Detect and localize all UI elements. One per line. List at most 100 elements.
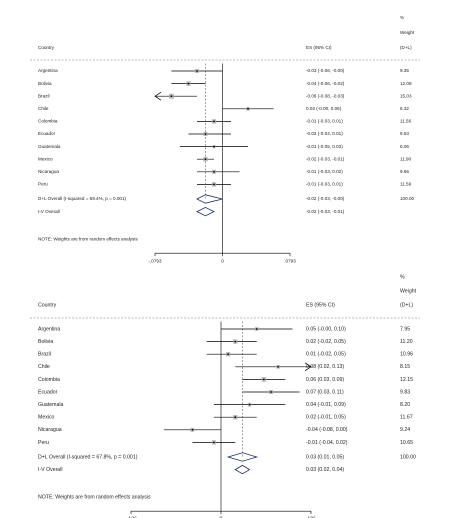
study-label: Chile xyxy=(38,106,49,111)
header-weight: Weight xyxy=(400,30,415,35)
overall-weight: 100.00 xyxy=(400,454,416,460)
ci-arrow xyxy=(304,362,312,372)
point-estimate xyxy=(234,416,237,419)
effect-label: -0.02 (-0.03, -0.01) xyxy=(306,156,345,161)
weight-label: 10.65 xyxy=(400,440,413,446)
header-method: (D+L) xyxy=(400,302,413,308)
effect-label: 0.05 (-0.00, 0.10) xyxy=(306,326,346,332)
point-estimate xyxy=(212,441,215,444)
point-estimate xyxy=(277,365,280,368)
effect-label: 0.04 (-0.01, 0.09) xyxy=(306,402,346,408)
x-tick-label: .126 xyxy=(306,517,316,518)
study-label: Guatemala xyxy=(38,402,63,408)
weight-label: 11.56 xyxy=(400,119,412,124)
point-estimate xyxy=(191,428,194,431)
weight-label: 12.15 xyxy=(400,377,413,383)
study-label: Peru xyxy=(38,182,48,187)
effect-label: 0.03 (-0.00, 0.06) xyxy=(306,106,342,111)
point-estimate xyxy=(262,378,265,381)
effect-label: -0.02 (-0.04, 0.01) xyxy=(306,131,343,136)
effect-label: -0.01 (-0.03, 0.01) xyxy=(306,182,343,187)
effect-label: 0.08 (0.02, 0.13) xyxy=(306,364,344,370)
study-label: Mexico xyxy=(38,156,53,161)
study-label: Ecuador xyxy=(38,389,58,395)
study-label: Peru xyxy=(38,440,49,446)
point-estimate xyxy=(196,70,198,72)
header-percent: % xyxy=(400,274,405,280)
weight-label: 10.96 xyxy=(400,352,413,358)
weight-label: 7.95 xyxy=(400,326,410,332)
overall-label: I-V Overall xyxy=(38,209,60,214)
overall-weight: 100.00 xyxy=(400,196,414,201)
overall-diamond xyxy=(196,194,223,204)
study-label: Nicaragua xyxy=(38,427,62,433)
effect-label: -0.01 (-0.04, 0.02) xyxy=(306,440,348,446)
study-label: Argentina xyxy=(38,326,60,332)
weight-label: 11.90 xyxy=(400,156,412,161)
point-estimate xyxy=(170,95,173,98)
x-tick-label: 0 xyxy=(220,517,223,518)
weight-label: 9.24 xyxy=(400,427,410,433)
study-label: Colombia xyxy=(38,377,60,383)
effect-label: 0.07 (0.03, 0.11) xyxy=(306,389,344,395)
effect-label: -0.06 (-0.08, -0.03) xyxy=(306,93,345,98)
weight-label: 9.83 xyxy=(400,389,410,395)
weight-label: 11.20 xyxy=(400,339,413,345)
weight-label: 12.09 xyxy=(400,81,412,86)
weight-label: 15.03 xyxy=(400,93,412,98)
study-label: Chile xyxy=(38,364,50,370)
overall-label: I-V Overall xyxy=(38,467,63,473)
point-estimate xyxy=(213,120,215,123)
study-label: Guatemala xyxy=(38,144,61,149)
study-label: Bolivia xyxy=(38,81,52,86)
overall-diamond xyxy=(196,206,215,217)
header-effect: ES (95% CI) xyxy=(306,302,335,308)
point-estimate xyxy=(213,183,215,186)
point-estimate xyxy=(204,158,207,161)
point-estimate xyxy=(248,403,251,406)
study-label: Brazil xyxy=(38,93,50,98)
point-estimate xyxy=(213,170,215,173)
header-study: Country xyxy=(38,45,55,50)
study-label: Mexico xyxy=(38,415,55,421)
weight-label: 8.32 xyxy=(400,106,409,111)
effect-label: -0.01 (-0.03, 0.01) xyxy=(306,119,343,124)
header-weight: Weight xyxy=(400,288,417,294)
overall-effect: -0.02 (-0.03, -0.01) xyxy=(306,209,345,214)
x-tick-label: -.0793 xyxy=(148,258,161,263)
effect-label: -0.01 (-0.05, 0.03) xyxy=(306,144,343,149)
effect-label: -0.01 (-0.03, 0.02) xyxy=(306,169,343,174)
effect-label: 0.02 (-0.02, 0.05) xyxy=(306,339,346,345)
effect-label: 0.06 (0.03, 0.09) xyxy=(306,377,344,383)
point-estimate xyxy=(255,328,258,330)
overall-diamond xyxy=(234,464,251,475)
study-label: Brazil xyxy=(38,352,51,358)
overall-effect: -0.02 (-0.03, -0.00) xyxy=(306,196,345,201)
header-method: (D+L) xyxy=(400,45,412,50)
weight-label: 11.67 xyxy=(400,415,413,421)
x-tick-label: 0 xyxy=(221,258,224,263)
weight-label: 8.20 xyxy=(400,402,410,408)
header-study: Country xyxy=(38,302,57,308)
point-estimate xyxy=(213,145,215,148)
point-estimate xyxy=(247,107,249,110)
weight-label: 6.06 xyxy=(400,144,409,149)
overall-effect: 0.03 (0.02, 0.04) xyxy=(306,467,344,473)
point-estimate xyxy=(270,391,272,393)
x-tick-label: -.126 xyxy=(125,517,137,518)
effect-label: 0.02 (-0.01, 0.05) xyxy=(306,415,346,421)
study-label: Nicaragua xyxy=(38,169,59,174)
ci-arrow xyxy=(154,91,162,101)
point-estimate xyxy=(227,353,230,356)
header-percent: % xyxy=(400,15,404,20)
weight-label: 9.35 xyxy=(400,68,409,73)
note: NOTE: Weights are from random effects an… xyxy=(38,495,151,501)
overall-label: D+L Overall (I-squared = 69.4%, p = 0.00… xyxy=(38,196,127,201)
weight-label: 8.15 xyxy=(400,364,410,370)
point-estimate xyxy=(234,340,237,343)
study-label: Bolivia xyxy=(38,339,53,345)
overall-label: D+L Overall (I-squared = 67.8%, p = 0.00… xyxy=(38,454,138,460)
point-estimate xyxy=(204,133,207,135)
weight-label: 11.59 xyxy=(400,182,412,187)
